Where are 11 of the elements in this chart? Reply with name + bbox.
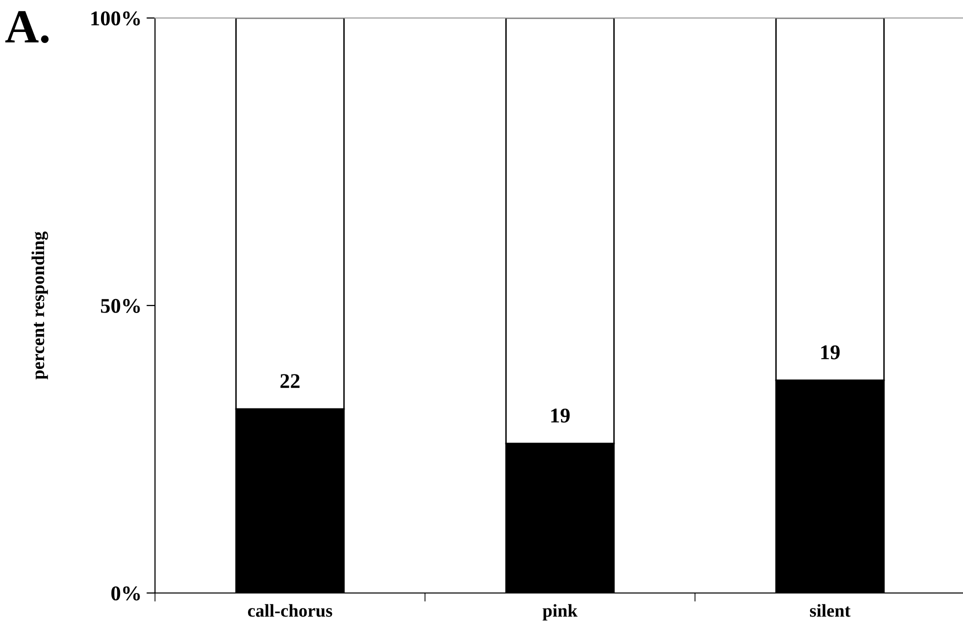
y-tick-label: 50% bbox=[100, 298, 140, 313]
annotation: 19 bbox=[821, 345, 840, 360]
y-tick-label: 0% bbox=[111, 586, 140, 600]
text: A. bbox=[5, 11, 49, 43]
x-tick-label: call-chorus bbox=[248, 604, 332, 617]
annotation: 19 bbox=[551, 408, 570, 423]
annotation: 22 bbox=[280, 374, 300, 388]
y-tick-label: 100% bbox=[91, 11, 140, 26]
y-axis-title: percent responding bbox=[32, 232, 48, 380]
x-tick-label: silent bbox=[810, 604, 850, 617]
x-tick-label: pink bbox=[542, 604, 578, 620]
